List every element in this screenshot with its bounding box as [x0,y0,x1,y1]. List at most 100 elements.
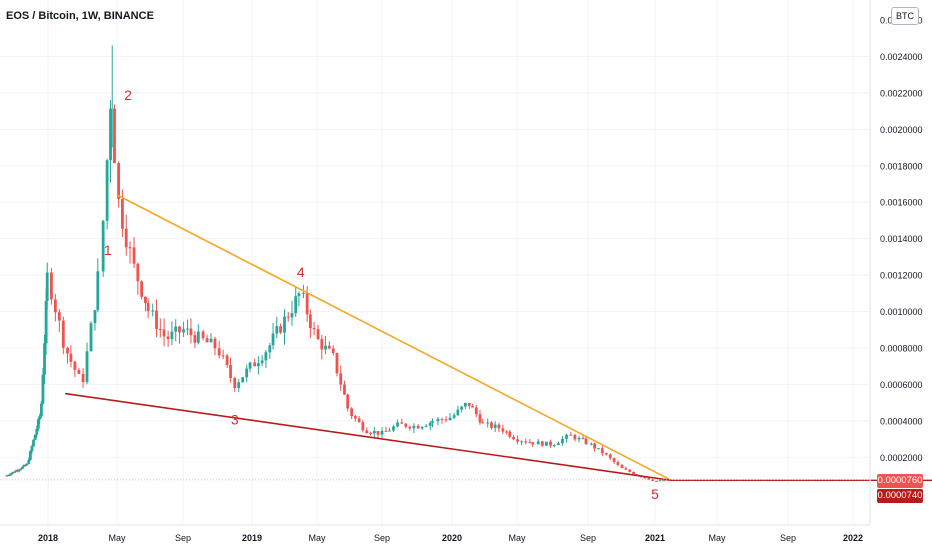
candle-body [69,353,73,362]
candle-body [308,314,312,328]
candle-body [205,338,209,343]
candle-body [162,329,166,337]
candle-body [549,441,552,446]
x-tick-label: Sep [580,533,596,543]
candle-body [279,326,282,333]
candle-body [658,480,662,482]
candles [5,45,669,482]
candle-body [50,272,53,300]
x-tick-label: May [708,533,726,543]
candle-body [271,333,275,346]
candle-body [93,310,97,324]
candle-body [478,414,482,423]
candle-body [528,442,532,444]
candle-body [456,409,460,416]
candle-body [643,477,647,479]
candle-body [178,326,181,333]
candle-body [608,454,612,459]
candle-body [39,403,43,417]
candle-body [13,471,17,473]
y-tick-label: 0.0014000 [880,234,923,244]
trendlines [0,194,932,482]
candle-body [589,443,593,445]
candle-body [257,363,260,367]
candle-body [245,368,249,378]
candle-body [241,377,245,383]
candle-body [237,382,241,388]
y-tick-label: 0.0018000 [880,161,923,171]
candle-body [96,271,100,311]
chart-title: EOS / Bitcoin, 1W, BINANCE [6,10,154,22]
candle-body [233,378,237,388]
candle-body [651,479,654,481]
candle-body [19,468,23,470]
candle-body [624,468,628,470]
candle-body [556,443,560,446]
candle-body [501,428,505,432]
y-tick-label: 0.0016000 [880,198,923,208]
wave-label-1: 1 [104,242,112,258]
trendline-upper [116,194,671,481]
candle-body [628,469,632,472]
candle-body [109,108,112,161]
candle-body [632,471,636,475]
candle-body [597,448,600,450]
candle-body [155,310,158,330]
candle-body [16,470,20,472]
candle-body [196,331,200,343]
candle-body [490,422,493,428]
wave-labels: 1 2 3 4 5 [104,87,659,502]
candle-body [124,228,128,248]
candle-body [412,425,416,429]
candle-body [408,426,412,429]
candle-body [286,316,290,318]
candle-body [436,418,440,422]
candle-body [380,430,384,435]
candle-body [201,331,205,339]
candle-body [396,422,399,427]
wave-label-4: 4 [297,264,305,280]
candle-body [497,424,501,429]
candle-body [404,423,408,427]
candle-body [73,361,77,370]
candle-body [388,430,391,432]
candle-body [30,446,34,452]
candle-body [365,430,369,434]
candle-body [463,402,467,407]
wave-label-5: 5 [651,486,659,502]
candle-body [357,418,361,423]
line-price-tag: 0.0000740 [877,489,923,503]
candle-body [361,422,365,431]
candle-body [9,473,13,475]
candle-body [471,405,474,408]
candle-body [327,345,331,349]
candle-body [27,460,31,464]
candle-body [105,160,109,221]
candle-body [189,328,193,336]
candle-body [612,458,616,462]
candle-body [209,338,213,343]
candle-body [581,437,585,439]
candle-body [369,433,372,435]
candle-body [140,281,144,297]
candle-body [486,422,490,424]
candle-body [22,465,26,467]
trendline-lower [65,392,671,482]
candle-body [384,430,388,432]
y-tick-label: 0.0004000 [880,416,923,426]
x-tick-label: May [308,533,326,543]
candle-body [545,441,548,446]
x-tick-label: Sep [374,533,390,543]
candle-body [14,470,18,472]
candle-body [35,428,39,435]
candle-body [182,329,185,333]
candle-body [297,293,301,297]
candle-body [493,424,497,428]
candle-body [312,327,316,330]
candle-body [264,352,268,361]
candle-body [117,163,121,200]
candle-body [392,426,395,431]
candle-body [32,439,35,447]
currency-button[interactable]: BTC [891,7,919,25]
